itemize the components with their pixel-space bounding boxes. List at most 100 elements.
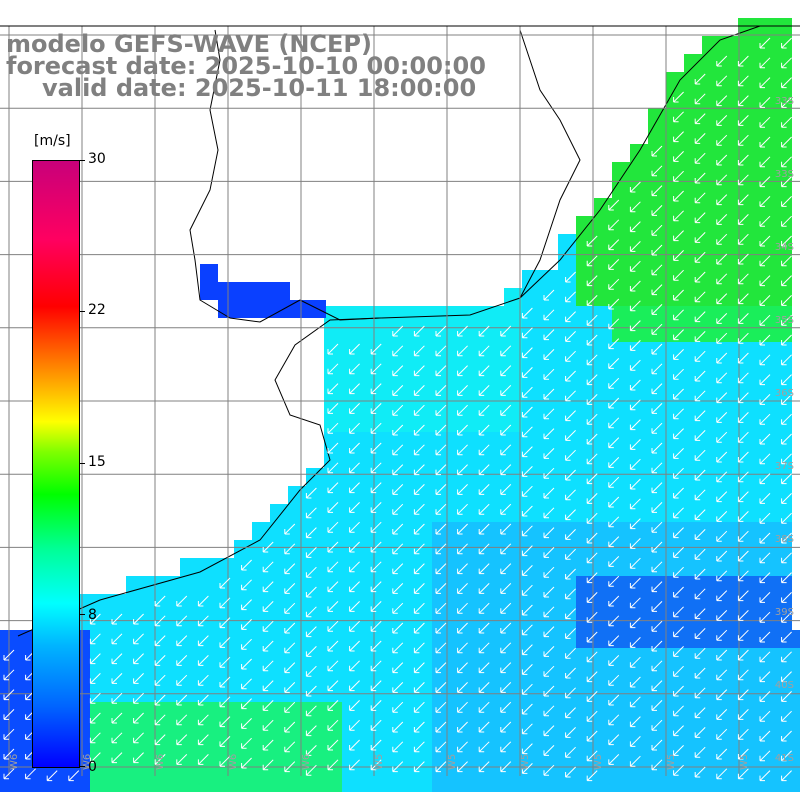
wind-vector-arrow [651, 680, 663, 692]
wind-speed-cell [576, 630, 594, 648]
wind-speed-cell [594, 558, 612, 576]
wind-speed-cell [342, 738, 360, 756]
wind-speed-cell [702, 756, 720, 774]
wind-speed-cell [792, 684, 800, 702]
wind-speed-cell [594, 684, 612, 702]
wind-vector-arrow [694, 73, 706, 85]
wind-speed-cell [432, 594, 450, 612]
wind-vector-arrow [370, 620, 382, 632]
wind-speed-cell [738, 234, 756, 252]
wind-speed-cell [612, 522, 630, 540]
wind-speed-cell [18, 756, 36, 774]
wind-vector-arrow [478, 464, 490, 476]
wind-speed-cell [144, 684, 162, 702]
wind-speed-cell [576, 234, 594, 252]
wind-vector-arrow [349, 601, 360, 612]
wind-vector-arrow [737, 709, 749, 720]
wind-speed-cell [522, 342, 540, 360]
wind-vectors [3, 37, 792, 782]
wind-speed-cell [648, 522, 666, 540]
wind-vector-arrow [435, 761, 447, 773]
wind-speed-cell [684, 756, 702, 774]
wind-speed-cell [468, 432, 486, 450]
wind-speed-cell [450, 720, 468, 738]
wind-speed-cell [630, 594, 648, 612]
wind-speed-cell [756, 108, 774, 126]
wind-speed-cell [522, 540, 540, 558]
wind-vector-arrow [392, 622, 404, 634]
wind-vector-arrow [133, 633, 144, 645]
wind-speed-cell [200, 264, 218, 282]
wind-speed-cell [594, 306, 612, 324]
wind-vector-arrow [500, 642, 512, 654]
wind-speed-cell [450, 540, 468, 558]
wind-vector-arrow [327, 581, 339, 593]
wind-vector-arrow [154, 694, 166, 706]
wind-vector-arrow [651, 284, 663, 296]
wind-speed-cell [378, 738, 396, 756]
wind-vector-arrow [349, 739, 360, 751]
wind-speed-cell [630, 342, 648, 360]
wind-speed-cell [342, 342, 360, 360]
wind-vector-arrow [457, 682, 468, 693]
wind-speed-cell [162, 702, 180, 720]
wind-vector-arrow [478, 602, 490, 614]
wind-vector-arrow [737, 629, 749, 641]
wind-speed-cell [774, 234, 792, 252]
latitude-label: 36S [775, 388, 794, 399]
wind-speed-cell [774, 486, 792, 504]
wind-vector-arrow [759, 651, 771, 663]
wind-vector-arrow [716, 214, 728, 225]
wind-vector-arrow [349, 660, 360, 672]
wind-vector-arrow [284, 662, 296, 674]
wind-speed-cell [702, 468, 720, 486]
wind-vector-arrow [327, 561, 339, 573]
wind-vector-arrow [781, 730, 792, 742]
wind-vector-arrow [737, 174, 749, 186]
wind-speed-cell [558, 504, 576, 522]
wind-vector-arrow [694, 529, 706, 540]
wind-vector-arrow [586, 493, 598, 504]
wind-speed-cell [702, 54, 720, 72]
wind-speed-cell [486, 576, 504, 594]
wind-speed-cell [378, 450, 396, 468]
wind-vector-arrow [716, 194, 728, 206]
wind-speed-cell [558, 306, 576, 324]
wind-speed-cell [648, 342, 666, 360]
wind-vector-arrow [327, 442, 339, 454]
wind-vector-arrow [673, 349, 684, 360]
wind-vector-arrow [737, 550, 749, 562]
wind-vector-arrow [694, 727, 706, 738]
wind-vector-arrow [413, 563, 425, 575]
wind-speed-cell [702, 738, 720, 756]
wind-vector-arrow [759, 374, 771, 386]
wind-vector-arrow [241, 718, 252, 729]
wind-speed-cell [162, 576, 180, 594]
wind-speed-cell [702, 486, 720, 504]
wind-vector-arrow [435, 602, 447, 614]
wind-speed-cell [702, 252, 720, 270]
wind-vector-arrow [781, 592, 792, 603]
wind-vector-arrow [673, 725, 684, 737]
wind-speed-cell [756, 720, 774, 738]
wind-vector-arrow [500, 484, 512, 495]
wind-speed-cell [774, 126, 792, 144]
wind-vector-arrow [608, 595, 620, 607]
wind-speed-cell [254, 282, 272, 300]
wind-vector-arrow [629, 577, 641, 589]
wind-vector-arrow [673, 230, 684, 242]
wind-vector-arrow [608, 358, 620, 369]
wind-speed-cell [720, 720, 738, 738]
wind-vector-arrow [608, 377, 620, 389]
wind-speed-cell [360, 774, 378, 792]
wind-vector-arrow [781, 770, 792, 782]
wind-speed-cell [216, 558, 234, 576]
wind-speed-cell [558, 342, 576, 360]
wind-vector-arrow [327, 343, 339, 355]
wind-speed-cell [414, 414, 432, 432]
wind-vector-arrow [781, 235, 792, 247]
wind-speed-cell [324, 486, 342, 504]
wind-vector-arrow [565, 509, 576, 521]
wind-vector-arrow [370, 581, 382, 593]
wind-speed-cell [702, 198, 720, 216]
